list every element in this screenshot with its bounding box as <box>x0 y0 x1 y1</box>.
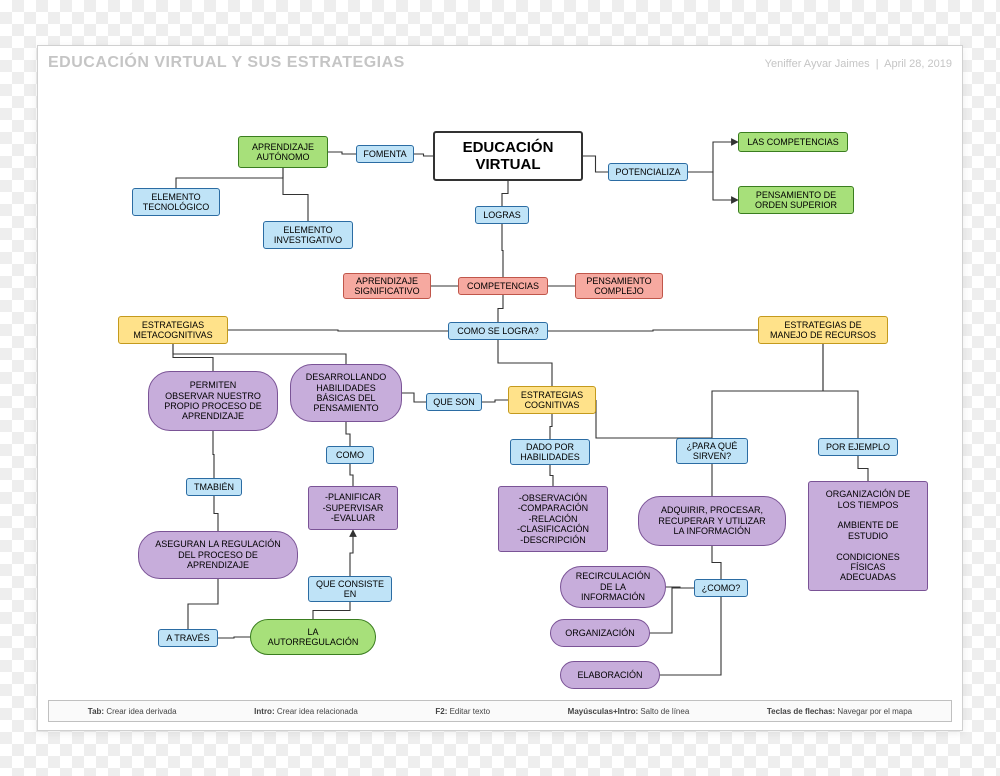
edge-estrat-meta-desarrollando <box>173 344 346 364</box>
node-como[interactable]: COMO <box>326 446 374 464</box>
node-a-traves[interactable]: A TRAVÉS <box>158 629 218 647</box>
edge-como-logra-estrat-cognitivas <box>498 340 552 386</box>
edge-adquirir-como2 <box>712 546 721 579</box>
node-por-ejemplo[interactable]: POR EJEMPLO <box>818 438 898 456</box>
footer-hint: Teclas de flechas: Navegar por el mapa <box>767 707 912 716</box>
edge-estrat-cognitivas-que-son <box>482 400 508 402</box>
edge-como2-elaboracion <box>660 597 721 675</box>
node-potencializa[interactable]: POTENCIALIZA <box>608 163 688 181</box>
diagram-canvas: EDUCACIÓN VIRTUAL Y SUS ESTRATEGIAS Yeni… <box>37 45 963 731</box>
edge-estrat-recursos-para-que-sirven <box>712 344 823 438</box>
edge-como-plan-sup-eva <box>350 464 353 486</box>
node-habilidades-list[interactable]: -OBSERVACIÓN -COMPARACIÓN -RELACIÓN -CLA… <box>498 486 608 552</box>
node-para-que-sirven[interactable]: ¿PARA QUÉ SIRVEN? <box>676 438 748 464</box>
edge-permiten-observar-tambien <box>213 431 214 478</box>
node-aprend-autonomo[interactable]: APRENDIZAJE AUTÓNOMO <box>238 136 328 168</box>
page-meta: Yeniffer Ayvar Jaimes | April 28, 2019 <box>765 58 952 70</box>
edge-competencias-mid-como-logra <box>498 295 503 322</box>
edge-estrat-recursos-por-ejemplo <box>823 344 858 438</box>
node-autorregulacion[interactable]: LA AUTORREGULACIÓN <box>250 619 376 655</box>
node-educ-virtual[interactable]: EDUCACIÓN VIRTUAL <box>433 131 583 181</box>
edge-estrat-cognitivas-para-que-sirven <box>596 400 712 438</box>
node-adquirir[interactable]: ADQUIRIR, PROCESAR, RECUPERAR Y UTILIZAR… <box>638 496 786 546</box>
edge-dado-habilidades-habilidades-list <box>550 465 553 486</box>
node-elaboracion[interactable]: ELABORACIÓN <box>560 661 660 689</box>
edge-aprend-autonomo-elem-tecno <box>176 168 283 188</box>
page-title: EDUCACIÓN VIRTUAL Y SUS ESTRATEGIAS <box>48 54 405 72</box>
node-elem-invest[interactable]: ELEMENTO INVESTIGATIVO <box>263 221 353 249</box>
edge-autorregulacion-que-consiste <box>313 602 350 619</box>
edge-como2-recirculacion <box>666 587 694 588</box>
node-organizacion[interactable]: ORGANIZACIÓN <box>550 619 650 647</box>
node-competencias-mid[interactable]: COMPETENCIAS <box>458 277 548 295</box>
node-desarrollando[interactable]: DESARROLLANDO HABILIDADES BÁSICAS DEL PE… <box>290 364 402 422</box>
node-aprend-signif[interactable]: APRENDIZAJE SIGNIFICATIVO <box>343 273 431 299</box>
footer-hint: Mayúsculas+Intro: Salto de línea <box>568 707 690 716</box>
edge-que-son-desarrollando <box>402 393 426 402</box>
footer-hint: Tab: Crear idea derivada <box>88 707 177 716</box>
edge-aprend-autonomo-elem-invest <box>283 168 308 221</box>
edge-a-traves-autorregulacion <box>218 637 250 638</box>
node-pens-complejo[interactable]: PENSAMIENTO COMPLEJO <box>575 273 663 299</box>
edge-potencializa-pens-superior <box>688 172 738 200</box>
footer-hint: Intro: Crear idea relacionada <box>254 707 358 716</box>
edge-educ-virtual-potencializa <box>583 156 608 172</box>
node-competencias-top[interactable]: LAS COMPETENCIAS <box>738 132 848 152</box>
footer-hint: F2: Editar texto <box>435 707 490 716</box>
node-recirculacion[interactable]: RECIRCULACIÓN DE LA INFORMACIÓN <box>560 566 666 608</box>
edge-desarrollando-como <box>346 422 350 446</box>
node-estrat-cognitivas[interactable]: ESTRATEGIAS COGNITIVAS <box>508 386 596 414</box>
node-tambien[interactable]: TMABIÉN <box>186 478 242 496</box>
node-logras[interactable]: LOGRAS <box>475 206 529 224</box>
edge-aseguran-a-traves <box>188 579 218 629</box>
node-pens-superior[interactable]: PENSAMIENTO DE ORDEN SUPERIOR <box>738 186 854 214</box>
edge-como-logra-estrat-recursos <box>548 330 758 331</box>
edge-tambien-aseguran <box>214 496 218 531</box>
node-elem-tecno[interactable]: ELEMENTO TECNOLÓGICO <box>132 188 220 216</box>
edge-educ-virtual-logras <box>502 181 508 206</box>
node-aseguran[interactable]: ASEGURAN LA REGULACIÓN DEL PROCESO DE AP… <box>138 531 298 579</box>
node-estrat-meta[interactable]: ESTRATEGIAS METACOGNITIVAS <box>118 316 228 344</box>
node-que-consiste[interactable]: QUE CONSISTE EN <box>308 576 392 602</box>
node-organizacion-list[interactable]: ORGANIZACIÓN DE LOS TIEMPOS AMBIENTE DE … <box>808 481 928 591</box>
edge-estrat-cognitivas-dado-habilidades <box>550 414 552 439</box>
edge-logras-competencias-mid <box>502 224 503 277</box>
node-dado-habilidades[interactable]: DADO POR HABILIDADES <box>510 439 590 465</box>
edge-fomenta-aprend-autonomo <box>328 152 356 154</box>
edge-potencializa-competencias-top <box>688 142 738 172</box>
node-como2[interactable]: ¿COMO? <box>694 579 748 597</box>
edge-como-logra-estrat-meta <box>228 330 448 331</box>
edge-que-consiste-plan-sup-eva <box>350 530 353 576</box>
node-como-logra[interactable]: COMO SE LOGRA? <box>448 322 548 340</box>
edge-por-ejemplo-organizacion-list <box>858 456 868 481</box>
node-permiten-observar[interactable]: PERMITEN OBSERVAR NUESTRO PROPIO PROCESO… <box>148 371 278 431</box>
edge-educ-virtual-fomenta <box>414 154 433 156</box>
footer-hints: Tab: Crear idea derivada Intro: Crear ide… <box>48 700 952 722</box>
node-fomenta[interactable]: FOMENTA <box>356 145 414 163</box>
node-plan-sup-eva[interactable]: -PLANIFICAR -SUPERVISAR -EVALUAR <box>308 486 398 530</box>
edge-estrat-meta-permiten-observar <box>173 344 213 371</box>
node-que-son[interactable]: QUE SON <box>426 393 482 411</box>
node-estrat-recursos[interactable]: ESTRATEGIAS DE MANEJO DE RECURSOS <box>758 316 888 344</box>
header: EDUCACIÓN VIRTUAL Y SUS ESTRATEGIAS Yeni… <box>48 54 952 72</box>
